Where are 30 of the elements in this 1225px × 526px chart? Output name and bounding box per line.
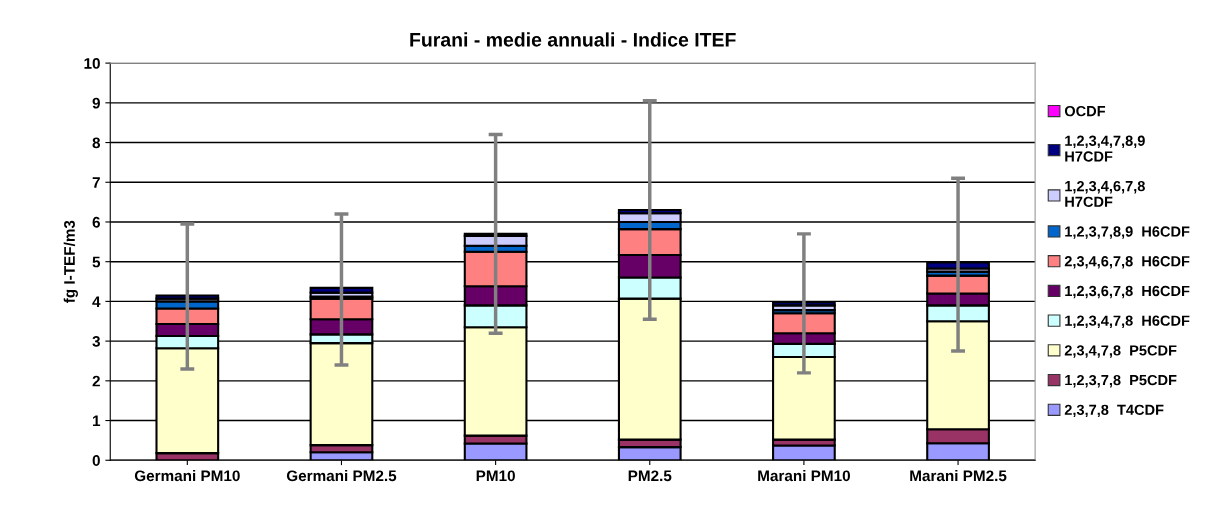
y-tick-label: 1 <box>92 415 101 427</box>
y-tick-label: 0 <box>92 455 100 466</box>
legend-label: 1,2,3,4,6,7,8 H7CDF <box>1065 180 1145 207</box>
bar <box>309 286 374 294</box>
x-tick-label: Marani PM2.5 <box>910 469 1007 482</box>
y-axis-title: fg I-TEF/m3 <box>63 220 78 304</box>
legend-label: 2,3,4,7,8 P5CDF <box>1064 345 1177 358</box>
chart-title: Furani - medie annuali - Indice ITEF <box>410 32 736 47</box>
y-tick-label: 3 <box>92 335 100 347</box>
legend-label: 1,2,3,7,8,9 H6CDF <box>1065 226 1190 239</box>
x-tick-label: PM10 <box>476 470 515 482</box>
x-tick-label: PM2.5 <box>628 470 672 482</box>
x-tick-label: Marani PM10 <box>758 469 850 482</box>
legend-label: 1,2,3,4,7,8,9 H7CDF <box>1065 135 1145 162</box>
y-tick-label: 8 <box>92 137 101 149</box>
y-tick-label: 9 <box>92 97 100 109</box>
x-tick-label: Germani PM2.5 <box>286 469 397 482</box>
legend-label: 2,3,4,6,7,8 H6CDF <box>1064 256 1190 269</box>
legend-label: OCDF <box>1064 105 1106 117</box>
legend-label: 1,2,3,4,7,8 H6CDF <box>1065 315 1190 328</box>
y-tick-label: 10 <box>84 57 100 69</box>
x-tick-label: Germani PM10 <box>134 469 240 482</box>
y-tick-label: 2 <box>92 375 100 387</box>
y-tick-label: 7 <box>92 177 100 188</box>
y-tick-label: 4 <box>92 296 101 307</box>
legend-label: 1,2,3,6,7,8 H6CDF <box>1065 285 1190 299</box>
legend-label: 1,2,3,7,8 P5CDF <box>1065 374 1177 388</box>
y-tick-label: 5 <box>92 256 101 268</box>
legend-label: 2,3,7,8 T4CDF <box>1064 404 1164 418</box>
y-tick-label: 6 <box>92 216 100 228</box>
